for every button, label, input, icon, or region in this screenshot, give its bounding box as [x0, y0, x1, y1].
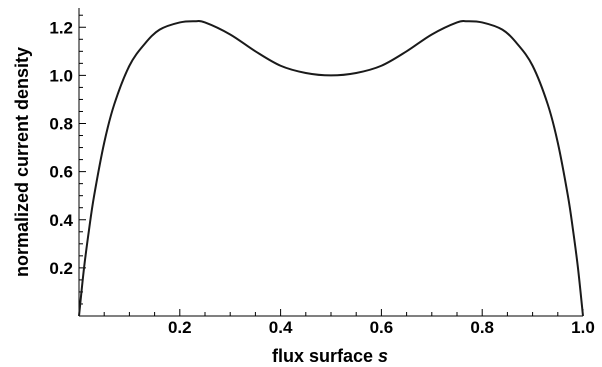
x-axis-label-variable: s [378, 346, 388, 366]
x-tick-label: 1.0 [571, 318, 595, 337]
y-axis-label: normalized current density [12, 47, 32, 277]
x-tick-label: 0.6 [370, 318, 394, 337]
y-tick-label: 1.2 [49, 18, 73, 37]
ticks [79, 14, 584, 316]
x-axis-label: flux surface s [272, 346, 388, 366]
axes [78, 8, 583, 317]
y-tick-label: 0.6 [49, 163, 73, 182]
data-line [78, 20, 584, 317]
y-tick-label: 0.4 [49, 211, 73, 230]
y-tick-label: 1.0 [49, 66, 73, 85]
x-tick-label: 0.2 [168, 318, 192, 337]
tick-labels: 0.2 0.4 0.6 0.8 1.0 0.2 0.4 0.6 0.8 1.0 1.2 [49, 18, 594, 337]
y-tick-label: 0.8 [49, 115, 73, 134]
x-axis-label-text: flux surface [272, 346, 378, 366]
x-tick-label: 0.8 [470, 318, 494, 337]
x-tick-label: 0.4 [269, 318, 293, 337]
y-tick-label: 0.2 [49, 259, 73, 278]
